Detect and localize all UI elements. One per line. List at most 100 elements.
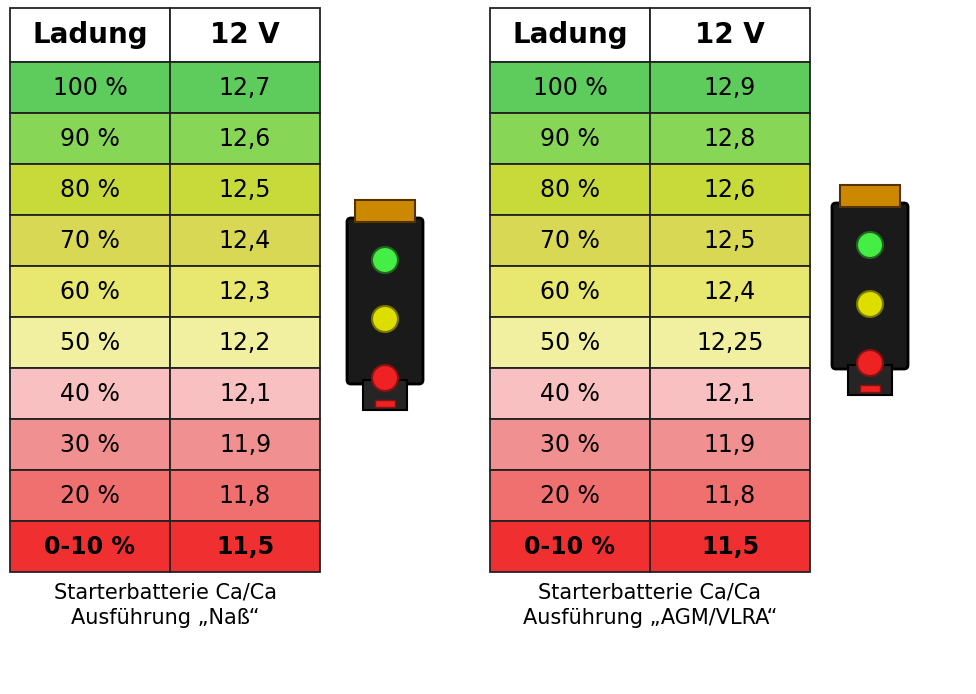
Text: 12,5: 12,5 [704,228,756,253]
Bar [170,521,320,572]
Text: 20 %: 20 % [61,484,120,507]
Text: 12,5: 12,5 [219,178,271,201]
Text: 12,8: 12,8 [704,126,756,151]
Text: 12 V: 12 V [695,21,765,49]
Text: 90 %: 90 % [540,126,600,151]
Bar [10,317,170,368]
Text: 11,9: 11,9 [219,432,271,457]
Bar [650,8,810,62]
Text: 12,1: 12,1 [704,382,756,405]
Text: 11,8: 11,8 [219,484,271,507]
Text: Starterbatterie Ca/Ca: Starterbatterie Ca/Ca [539,582,761,602]
Circle shape [857,232,883,258]
Bar [490,266,650,317]
Bar [170,164,320,215]
Circle shape [857,291,883,317]
Text: 11,5: 11,5 [701,534,759,559]
Bar [490,470,650,521]
Circle shape [372,365,398,391]
Bar [10,470,170,521]
Bar [170,62,320,113]
Bar [10,368,170,419]
Text: Ladung: Ladung [512,21,628,49]
Bar [490,368,650,419]
Bar [355,200,415,222]
Bar [170,113,320,164]
Text: 12,2: 12,2 [219,330,271,355]
Text: 70 %: 70 % [61,228,120,253]
Bar [840,185,900,207]
Text: Ladung: Ladung [32,21,147,49]
Bar [650,419,810,470]
Text: Ausführung „Naß“: Ausführung „Naß“ [70,608,260,628]
Text: 12,6: 12,6 [219,126,271,151]
Text: 50 %: 50 % [540,330,600,355]
Bar [650,470,810,521]
Bar [650,368,810,419]
Text: 12,4: 12,4 [704,280,756,303]
Bar [10,113,170,164]
Text: 12,3: 12,3 [219,280,271,303]
Text: 90 %: 90 % [61,126,120,151]
Text: 70 %: 70 % [540,228,600,253]
Bar [10,8,170,62]
Bar [490,8,650,62]
Bar [490,317,650,368]
Bar [10,419,170,470]
Circle shape [372,247,398,273]
Bar [490,164,650,215]
Text: 30 %: 30 % [61,432,120,457]
Text: 60 %: 60 % [61,280,120,303]
Bar [170,419,320,470]
Bar [10,521,170,572]
Bar [170,266,320,317]
Bar [650,215,810,266]
Text: 11,9: 11,9 [704,432,756,457]
Text: 80 %: 80 % [60,178,120,201]
Bar [650,521,810,572]
Text: 12,25: 12,25 [696,330,764,355]
Text: 80 %: 80 % [540,178,600,201]
Text: 12,9: 12,9 [704,76,756,99]
Bar [10,215,170,266]
Bar [170,368,320,419]
Text: 100 %: 100 % [533,76,607,99]
Text: 0-10 %: 0-10 % [45,534,136,559]
Bar [363,380,407,410]
Text: 12 V: 12 V [210,21,280,49]
Bar [650,113,810,164]
Text: 11,5: 11,5 [216,534,274,559]
FancyBboxPatch shape [832,203,908,369]
Text: 20 %: 20 % [540,484,600,507]
Bar [490,215,650,266]
Text: 60 %: 60 % [540,280,600,303]
Text: 12,4: 12,4 [219,228,271,253]
Bar [490,113,650,164]
Bar [170,215,320,266]
Bar [650,62,810,113]
Text: 30 %: 30 % [540,432,600,457]
Text: 12,1: 12,1 [219,382,271,405]
Bar [10,266,170,317]
Text: 0-10 %: 0-10 % [524,534,616,559]
Bar [170,470,320,521]
Bar [170,8,320,62]
Circle shape [857,350,883,376]
Bar [375,400,395,407]
Text: 40 %: 40 % [61,382,120,405]
Bar [170,317,320,368]
Bar [848,365,892,395]
Text: 12,6: 12,6 [704,178,756,201]
Text: 100 %: 100 % [53,76,128,99]
Bar [10,62,170,113]
Text: 12,7: 12,7 [219,76,271,99]
Bar [860,385,880,392]
Bar [490,521,650,572]
Text: 50 %: 50 % [60,330,120,355]
Text: 11,8: 11,8 [704,484,756,507]
Text: Ausführung „AGM/VLRA“: Ausführung „AGM/VLRA“ [523,608,777,628]
Bar [490,419,650,470]
Bar [490,62,650,113]
Bar [650,266,810,317]
Circle shape [372,306,398,332]
